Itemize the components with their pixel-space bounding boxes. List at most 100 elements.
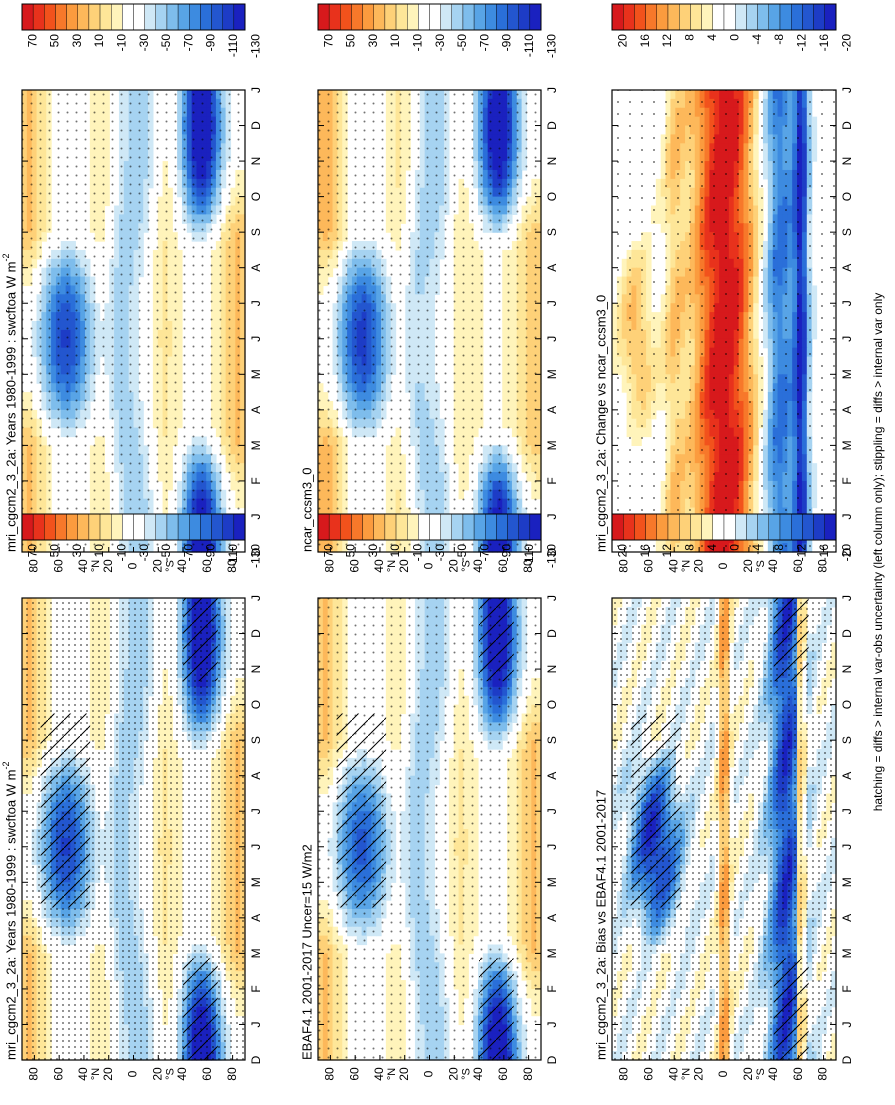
colorbar-swatch bbox=[418, 3, 430, 31]
colorbar-tick-label: -10 bbox=[115, 34, 129, 52]
month-tick-label: D bbox=[545, 547, 559, 556]
lat-tick-label: 60 bbox=[51, 559, 65, 573]
month-tick-label: J bbox=[545, 300, 559, 306]
colorbar-swatch bbox=[77, 3, 90, 31]
colorbar-tick-label: 10 bbox=[92, 34, 106, 48]
month-tick-label: J bbox=[545, 336, 559, 342]
lat-tick-label: 0 bbox=[422, 562, 436, 569]
colorbar-tick-label: 70 bbox=[321, 34, 335, 48]
colorbar-swatch bbox=[518, 3, 531, 31]
colorbar-tick-label: -50 bbox=[159, 34, 173, 52]
colorbar-swatch bbox=[177, 3, 190, 31]
colorbar-swatch bbox=[407, 3, 419, 31]
panel-title-superscript: -2 bbox=[1, 254, 11, 262]
colorbar-swatch bbox=[384, 3, 397, 31]
colorbar-tick-label: -10 bbox=[411, 34, 425, 52]
lat-tick-label: 20 bbox=[150, 559, 164, 573]
month-tick-label: F bbox=[249, 477, 263, 484]
month-tick-label: N bbox=[545, 157, 559, 166]
colorbar-swatch bbox=[122, 3, 134, 31]
month-tick-label: N bbox=[249, 157, 263, 166]
colorbar-swatch bbox=[88, 3, 101, 31]
month-tick-label: J bbox=[249, 87, 263, 93]
colorbar-swatch bbox=[32, 3, 45, 31]
month-tick-label: M bbox=[545, 369, 559, 379]
colorbar-swatch bbox=[21, 3, 34, 31]
lat-tick-label: 60 bbox=[496, 559, 510, 573]
colorbar-swatch bbox=[529, 3, 542, 31]
colorbar-frame bbox=[21, 3, 246, 31]
panel-title: ncar_ccsm3_0 bbox=[299, 467, 314, 552]
month-tick-label: O bbox=[545, 192, 559, 201]
colorbar-tick-label: -110 bbox=[226, 34, 240, 57]
stippling-overlay bbox=[22, 90, 245, 552]
colorbar-swatch bbox=[496, 3, 508, 31]
lat-tick-label: 60 bbox=[200, 559, 214, 573]
colorbar-swatch bbox=[340, 3, 352, 31]
colorbar: 70 50 30 10 -10 -30 -50 -70 -90 -110 -130 bbox=[317, 3, 558, 58]
month-tick-label: M bbox=[545, 440, 559, 450]
colorbar-swatch bbox=[44, 3, 56, 31]
month-tick-label: A bbox=[545, 264, 559, 272]
panel-title: mri_cgcm2_3_2a: Years 1980-1999 : swcfto… bbox=[1, 254, 18, 553]
colorbar-swatch bbox=[440, 3, 452, 31]
colorbar-swatch bbox=[485, 3, 497, 31]
month-tick-label: D bbox=[249, 547, 263, 556]
colorbar-swatch bbox=[200, 3, 212, 31]
lat-tick-label: 60 bbox=[347, 559, 361, 573]
month-tick-label: J bbox=[545, 513, 559, 519]
month-tick-label: D bbox=[249, 121, 263, 130]
hemisphere-label-north: °N bbox=[90, 560, 102, 572]
colorbar-tick-label: 50 bbox=[48, 34, 62, 48]
colorbar-swatch bbox=[317, 3, 330, 31]
hemisphere-label-south: °S bbox=[165, 560, 177, 572]
month-tick-label: M bbox=[249, 369, 263, 379]
colorbar-swatch bbox=[133, 3, 145, 31]
colorbar-tick-label: -70 bbox=[181, 34, 195, 52]
colorbar-swatch bbox=[110, 3, 123, 31]
lat-tick-label: 80 bbox=[521, 559, 535, 573]
colorbar-tick-label: -90 bbox=[500, 34, 514, 52]
month-tick-label: J bbox=[249, 336, 263, 342]
colorbar-swatch bbox=[233, 3, 246, 31]
hemisphere-label-north: °N bbox=[386, 560, 398, 572]
colorbar-swatch bbox=[166, 3, 179, 31]
month-tick-label: A bbox=[249, 264, 263, 272]
colorbar-tick-label: -110 bbox=[522, 34, 536, 57]
colorbar-swatch bbox=[211, 3, 223, 31]
month-tick-label: F bbox=[545, 477, 559, 484]
colorbar-tick-label: -30 bbox=[137, 34, 151, 52]
colorbar-swatch bbox=[328, 3, 341, 31]
colorbar-tick-label: 70 bbox=[25, 34, 39, 48]
colorbar-tick-label: 50 bbox=[344, 34, 358, 48]
colorbar-swatch bbox=[362, 3, 374, 31]
colorbar-swatch bbox=[429, 3, 441, 31]
colorbar-swatch bbox=[222, 3, 235, 31]
colorbar-swatch bbox=[144, 3, 156, 31]
colorbar-swatch bbox=[473, 3, 486, 31]
colorbar: 70 50 30 10 -10 -30 -50 -70 -90 -110 -130 bbox=[21, 3, 262, 58]
lat-tick-label: 20 bbox=[101, 559, 115, 573]
month-tick-label: A bbox=[545, 406, 559, 414]
hemisphere-label-south: °S bbox=[461, 560, 473, 572]
colorbar-swatch bbox=[395, 3, 408, 31]
lat-tick-label: 80 bbox=[225, 559, 239, 573]
month-tick-label: O bbox=[249, 192, 263, 201]
lat-tick-label: 20 bbox=[397, 559, 411, 573]
month-tick-label: S bbox=[545, 228, 559, 236]
lat-tick-label: 80 bbox=[323, 559, 337, 573]
lat-tick-label: 0 bbox=[126, 562, 140, 569]
month-tick-label: A bbox=[249, 406, 263, 414]
colorbar-swatch bbox=[507, 3, 519, 31]
lat-tick-label: 80 bbox=[27, 559, 41, 573]
colorbar-swatch bbox=[66, 3, 78, 31]
month-tick-label: J bbox=[545, 87, 559, 93]
lat-tick-label: 40 bbox=[175, 559, 189, 573]
colorbar-tick-label: -130 bbox=[248, 34, 262, 58]
colorbar-tick-label: 30 bbox=[366, 34, 380, 48]
stippling-overlay bbox=[318, 90, 541, 552]
colorbar-swatch bbox=[351, 3, 363, 31]
